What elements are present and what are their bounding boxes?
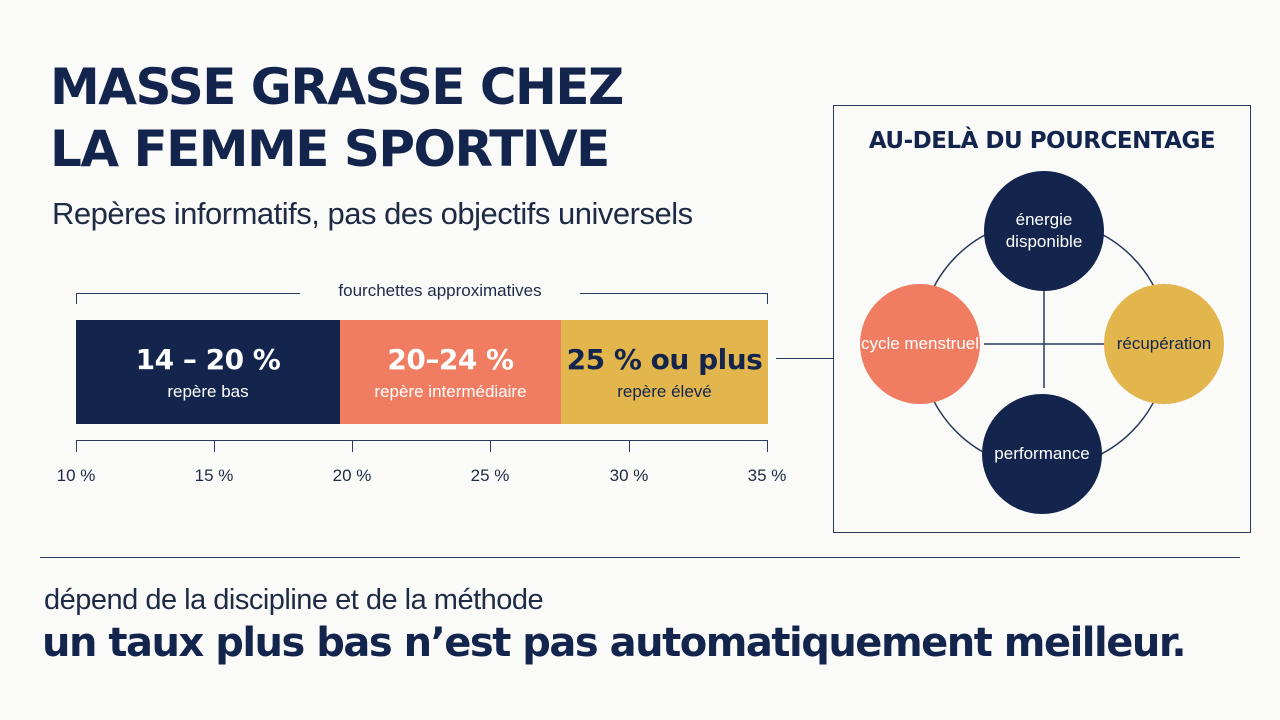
title-line-2: LA FEMME SPORTIVE [50,120,610,178]
axis-tick [76,440,77,452]
range-bar: 14 – 20 % repère bas 20–24 % repère inte… [76,320,768,424]
title-line-1: MASSE GRASSE CHEZ [50,58,624,116]
range-segment-low: 14 – 20 % repère bas [76,320,340,424]
axis-tick-label: 20 % [332,466,372,485]
axis-line [76,440,768,441]
footer-statement: un taux plus bas n’est pas automatiqueme… [42,620,1187,666]
axis-tick [629,440,630,452]
axis-tick [352,440,353,452]
axis-tick-label: 25 % [470,466,510,485]
axis-tick-label: 15 % [194,466,234,485]
subtitle: Repères informatifs, pas des objectifs u… [52,196,693,231]
bracket-label: fourchettes approximatives [300,281,580,301]
axis-tick [490,440,491,452]
range-label-mid: repère intermédiaire [374,381,527,401]
connector-line [776,358,833,359]
node-recovery: récupération [1104,284,1224,404]
axis-tick-label: 10 % [56,466,96,485]
range-segment-mid: 20–24 % repère intermédiaire [340,320,561,424]
axis-tick-label: 35 % [747,466,787,485]
range-label-low: repère bas [167,381,249,401]
footer-note: dépend de la discipline et de la méthode [44,584,544,616]
range-segment-high: 25 % ou plus repère élevé [561,320,768,424]
range-value-mid: 20–24 % [387,342,514,376]
node-performance: performance [982,394,1102,514]
range-label-high: repère élevé [617,381,712,401]
node-cycle: cycle menstruel [860,284,980,404]
footer-divider [40,557,1240,558]
axis-tick [214,440,215,452]
axis-tick-label: 30 % [609,466,649,485]
panel-title: AU-DELÀ DU POURCENTAGE [868,128,1216,154]
range-value-low: 14 – 20 % [135,342,281,376]
factors-panel: AU-DELÀ DU POURCENTAGE énergie disponibl… [833,105,1251,533]
range-value-high: 25 % ou plus [566,342,763,376]
axis-tick [767,440,768,452]
node-energy: énergie disponible [984,171,1104,291]
main-title: MASSE GRASSE CHEZ LA FEMME SPORTIVE [50,56,624,180]
